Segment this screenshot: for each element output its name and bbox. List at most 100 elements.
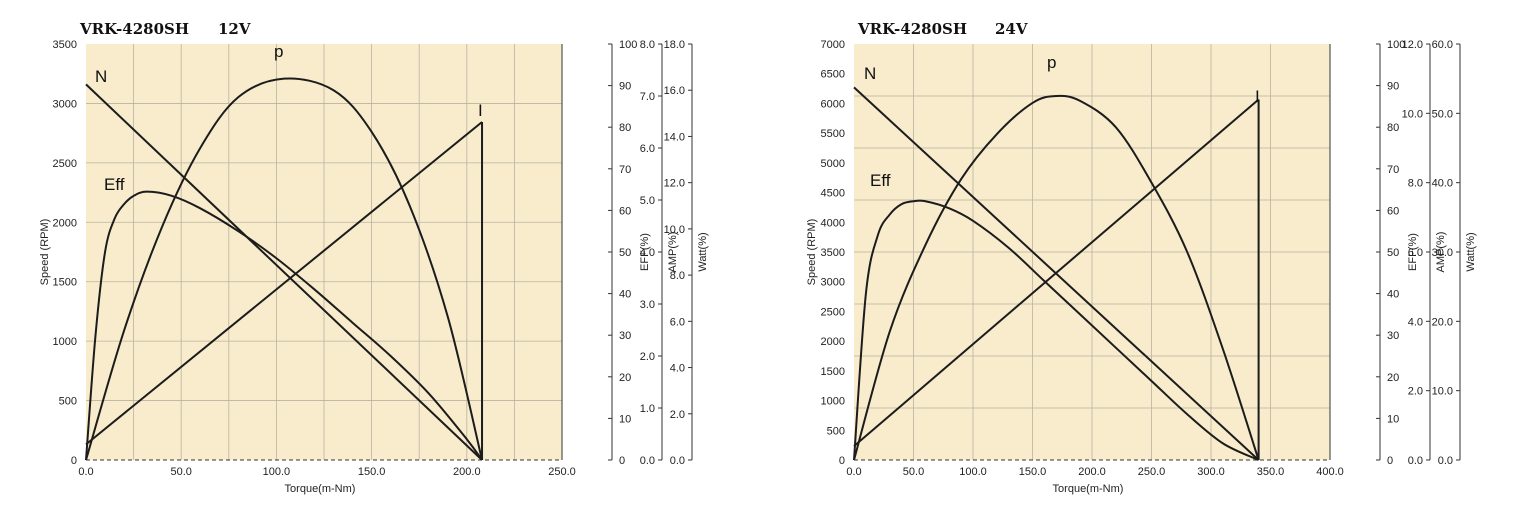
speed-tick-label: 5500 <box>821 128 845 140</box>
amp-tick-label: 10.0 <box>1402 108 1423 120</box>
speed-tick-label: 1000 <box>821 396 845 408</box>
eff-tick-label: 10 <box>1387 413 1399 425</box>
watt-axis-label: Watt(%) <box>697 232 709 271</box>
speed-tick-label: 3000 <box>53 98 77 110</box>
series-p-line <box>85 77 484 461</box>
eff-tick-label: 70 <box>1387 164 1399 176</box>
watt-tick-label: 30.0 <box>1432 247 1453 259</box>
watt-tick-label: 0.0 <box>670 455 685 467</box>
chart-panel-12v: VRK-4280SH 12V 0.0 50.0 100.0 150.0 200.0 250… <box>39 20 709 495</box>
series-label-Eff: Eff <box>104 175 125 194</box>
speed-tick-label: 2000 <box>53 217 77 229</box>
amp-tick-label: 4.0 <box>640 247 655 259</box>
speed-tick-label: 0 <box>71 455 77 467</box>
amp-tick-label: 0.0 <box>1408 455 1423 467</box>
chart-title-model: VRK-4280SH <box>79 20 189 38</box>
speed-tick-label: 6500 <box>821 69 845 81</box>
watt-tick-label: 10.0 <box>664 224 685 236</box>
series-p-line <box>853 94 1260 461</box>
amp-tick-label: 1.0 <box>640 403 655 415</box>
watt-tick-label: 40.0 <box>1432 178 1453 190</box>
speed-tick-label: 5000 <box>821 158 845 170</box>
chart-title-model: VRK-4280SH <box>857 20 967 38</box>
series-N-line <box>85 83 483 461</box>
watt-tick-label: 60.0 <box>1432 39 1453 51</box>
x-tick-label: 400.0 <box>1316 466 1344 478</box>
x-tick-label: 250.0 <box>548 466 576 478</box>
amp-tick-label: 8.0 <box>1408 178 1423 190</box>
x-tick-label: 50.0 <box>170 466 191 478</box>
series-label-Eff: Eff <box>870 171 891 190</box>
watt-tick-label: 14.0 <box>664 131 685 143</box>
amp-tick-label: 2.0 <box>1408 386 1423 398</box>
x-axis-label: Torque(m-Nm) <box>285 483 356 495</box>
x-tick-label: 150.0 <box>358 466 386 478</box>
x-tick-label: 0.0 <box>78 466 93 478</box>
amp-tick-label: 7.0 <box>640 91 655 103</box>
amp-tick-label: 6.0 <box>1408 247 1423 259</box>
x-tick-label: 100.0 <box>959 466 987 478</box>
eff-tick-label: 10 <box>619 413 631 425</box>
speed-tick-label: 4500 <box>821 188 845 200</box>
x-tick-label: 100.0 <box>263 466 291 478</box>
watt-tick-label: 12.0 <box>664 178 685 190</box>
eff-tick-label: 0 <box>1387 455 1393 467</box>
x-tick-label: 250.0 <box>1138 466 1166 478</box>
x-tick-label: 300.0 <box>1197 466 1225 478</box>
eff-tick-label: 30 <box>1387 330 1399 342</box>
chart-title-voltage: 12V <box>218 20 251 38</box>
speed-tick-label: 3500 <box>821 247 845 259</box>
x-tick-label: 200.0 <box>1078 466 1106 478</box>
eff-axis-label: EFF(%) <box>1407 233 1419 271</box>
eff-tick-label: 70 <box>619 164 631 176</box>
amp-axis-label: AMP(%) <box>667 232 679 273</box>
speed-tick-label: 0 <box>839 455 845 467</box>
amp-tick-label: 5.0 <box>640 195 655 207</box>
speed-tick-label: 2500 <box>821 306 845 318</box>
eff-tick-label: 40 <box>1387 289 1399 301</box>
chart-panel-24v: VRK-4280SH 24V 0.0 50.0 100.0 150.0 200.0 250… <box>806 20 1477 495</box>
watt-tick-label: 50.0 <box>1432 108 1453 120</box>
eff-tick-label: 60 <box>619 205 631 217</box>
amp-axis-label: AMP(%) <box>1435 232 1447 273</box>
eff-tick-label: 90 <box>619 81 631 93</box>
watt-tick-label: 2.0 <box>670 409 685 421</box>
series-label-N: N <box>95 67 107 86</box>
amp-tick-label: 8.0 <box>640 39 655 51</box>
eff-tick-label: 0 <box>619 455 625 467</box>
x-tick-label: 150.0 <box>1019 466 1047 478</box>
series-Eff-line <box>853 199 1260 461</box>
x-tick-label: 50.0 <box>903 466 924 478</box>
speed-tick-label: 500 <box>827 425 845 437</box>
amp-tick-label: 12.0 <box>1402 39 1423 51</box>
watt-tick-label: 4.0 <box>670 363 685 375</box>
speed-tick-label: 1500 <box>53 277 77 289</box>
eff-tick-label: 50 <box>619 247 631 259</box>
watt-axis-label: Watt(%) <box>1465 232 1477 271</box>
series-label-p: p <box>274 42 283 61</box>
speed-axis-label: Speed (RPM) <box>39 219 51 286</box>
chart-title-voltage: 24V <box>995 20 1028 38</box>
watt-tick-label: 0.0 <box>1438 455 1453 467</box>
series-I-line <box>853 98 1260 447</box>
speed-tick-label: 2000 <box>821 336 845 348</box>
series-I-line <box>85 121 483 446</box>
speed-tick-label: 7000 <box>821 39 845 51</box>
eff-axis-label: EFF(%) <box>639 233 651 271</box>
x-tick-label: 350.0 <box>1257 466 1285 478</box>
watt-tick-label: 16.0 <box>664 85 685 97</box>
speed-tick-label: 2500 <box>53 158 77 170</box>
eff-tick-label: 60 <box>1387 205 1399 217</box>
amp-tick-label: 3.0 <box>640 299 655 311</box>
eff-tick-label: 50 <box>1387 247 1399 259</box>
x-tick-label: 200.0 <box>453 466 481 478</box>
eff-tick-label: 80 <box>619 122 631 134</box>
speed-tick-label: 1000 <box>53 336 77 348</box>
amp-tick-label: 4.0 <box>1408 316 1423 328</box>
series-label-p: p <box>1047 53 1056 72</box>
amp-tick-label: 6.0 <box>640 143 655 155</box>
watt-tick-label: 20.0 <box>1432 316 1453 328</box>
speed-tick-label: 1500 <box>821 366 845 378</box>
speed-tick-label: 3000 <box>821 277 845 289</box>
